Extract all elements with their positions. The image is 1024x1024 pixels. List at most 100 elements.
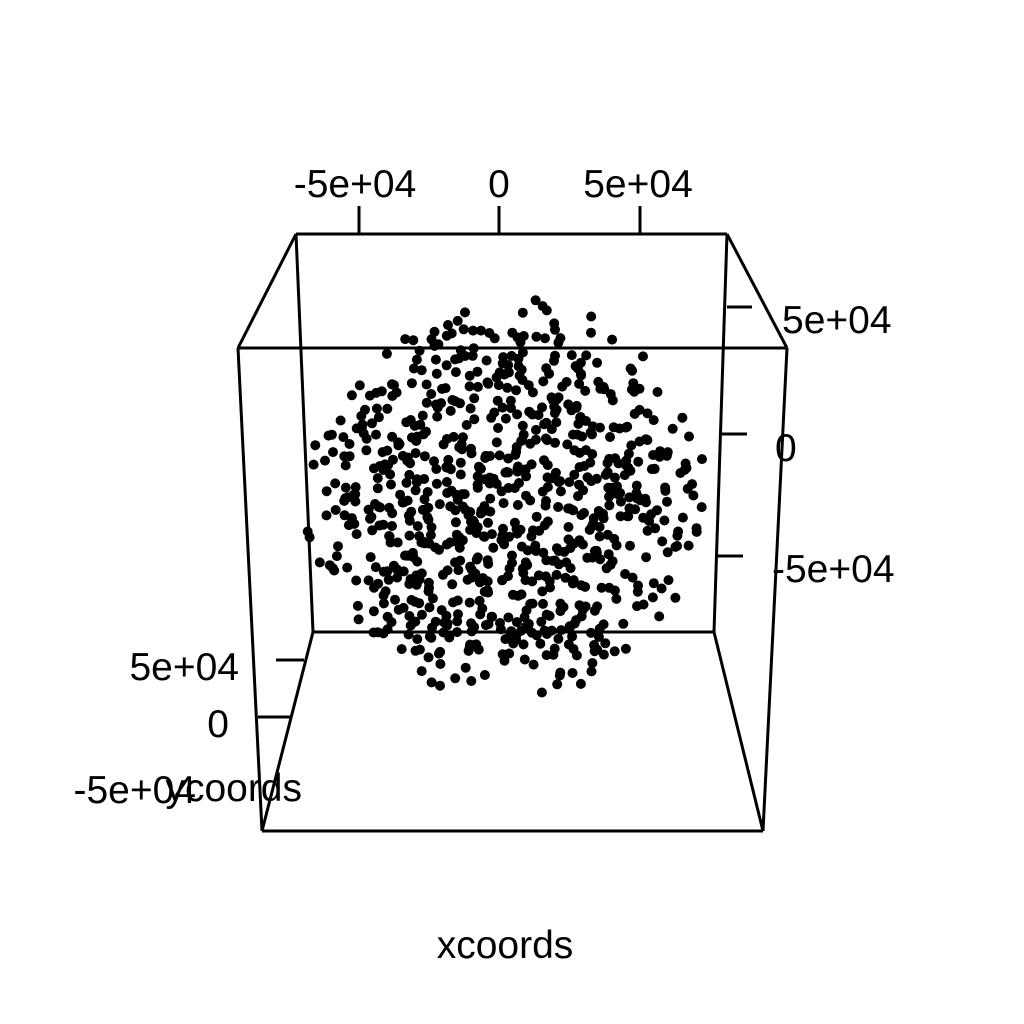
data-point	[302, 526, 313, 537]
data-point	[367, 418, 377, 429]
data-point	[330, 478, 341, 489]
data-point	[493, 423, 503, 433]
data-point	[638, 512, 649, 523]
data-point	[468, 325, 478, 336]
data-point	[412, 634, 423, 645]
data-point	[464, 381, 475, 392]
data-point	[677, 412, 688, 423]
data-point	[324, 560, 335, 571]
data-point	[512, 463, 523, 474]
data-point	[519, 654, 530, 665]
data-point	[382, 566, 393, 577]
data-point	[602, 458, 613, 468]
data-point	[620, 569, 631, 579]
data-point	[387, 431, 398, 442]
data-point	[553, 502, 564, 512]
data-point	[672, 530, 683, 541]
data-point	[605, 432, 615, 442]
data-point	[323, 430, 334, 441]
data-point	[479, 586, 490, 597]
data-point	[477, 603, 488, 614]
data-point	[460, 307, 470, 318]
data-point	[540, 571, 551, 582]
data-point	[488, 542, 499, 553]
data-point	[580, 581, 591, 592]
data-point	[423, 577, 434, 588]
data-point	[465, 507, 476, 517]
data-point	[426, 522, 437, 533]
data-point	[504, 531, 515, 542]
box-edge-11	[260, 631, 315, 832]
data-point	[365, 513, 375, 524]
data-point	[625, 540, 635, 551]
data-point	[656, 583, 667, 594]
data-point	[569, 445, 580, 456]
data-point	[632, 601, 642, 612]
data-point	[505, 627, 516, 638]
data-point	[575, 678, 586, 689]
data-point	[392, 572, 403, 583]
data-point	[370, 562, 381, 573]
data-point	[571, 402, 582, 413]
data-point	[386, 479, 396, 490]
data-point	[466, 676, 477, 686]
data-point	[429, 340, 440, 351]
data-point	[464, 597, 475, 608]
data-point	[503, 571, 513, 582]
data-point	[516, 589, 527, 600]
data-point	[405, 415, 416, 425]
data-point	[623, 511, 634, 522]
data-point	[536, 687, 547, 698]
data-point	[404, 611, 415, 621]
data-point	[531, 511, 542, 522]
data-point	[541, 305, 552, 316]
data-point	[506, 350, 517, 361]
data-point	[342, 492, 353, 503]
data-point	[450, 517, 461, 528]
data-point	[530, 434, 541, 445]
data-point	[587, 658, 598, 668]
box-edge-5	[294, 233, 315, 633]
data-point	[494, 450, 505, 461]
data-point	[528, 659, 539, 670]
data-point	[531, 424, 541, 435]
data-point	[612, 481, 622, 492]
data-point	[404, 515, 415, 526]
data-point	[564, 477, 575, 488]
data-point	[513, 361, 524, 372]
data-point	[679, 464, 690, 475]
data-point	[512, 409, 523, 420]
data-point	[652, 387, 663, 397]
data-point	[688, 490, 699, 501]
data-point	[497, 402, 508, 413]
data-point	[561, 377, 572, 387]
data-point	[414, 345, 425, 356]
data-point	[472, 482, 483, 493]
data-point	[539, 625, 550, 636]
data-point	[594, 623, 605, 634]
data-point	[691, 523, 702, 534]
data-point	[435, 659, 446, 669]
data-point	[504, 648, 515, 659]
data-point	[436, 605, 447, 616]
data-point	[375, 502, 386, 513]
data-point	[354, 380, 365, 391]
data-point	[518, 331, 529, 341]
data-point	[507, 550, 517, 561]
data-point	[604, 500, 615, 511]
data-point	[432, 411, 443, 422]
data-point	[621, 460, 632, 471]
data-point	[551, 569, 562, 580]
data-point	[530, 295, 541, 306]
data-point	[356, 411, 367, 421]
data-point	[626, 440, 637, 451]
data-point	[662, 496, 672, 507]
data-point	[431, 478, 442, 489]
box-edge-12	[712, 631, 765, 832]
data-point	[522, 560, 533, 570]
data-point	[595, 554, 606, 565]
data-point	[486, 529, 497, 540]
data-point	[594, 531, 605, 542]
data-point	[586, 311, 597, 322]
data-point	[474, 577, 485, 588]
